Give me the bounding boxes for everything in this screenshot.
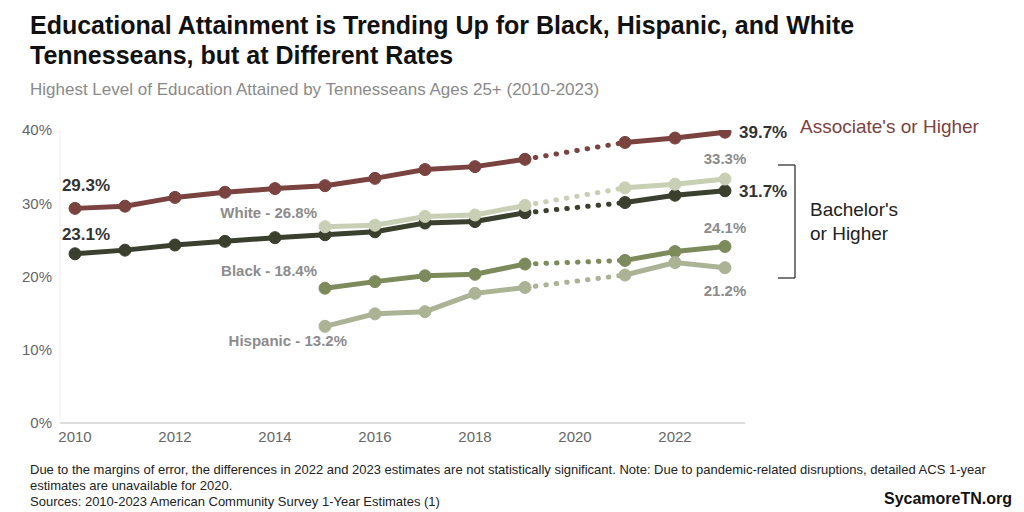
svg-text:2010: 2010	[58, 428, 91, 445]
svg-text:23.1%: 23.1%	[62, 225, 110, 244]
svg-text:31.7%: 31.7%	[739, 182, 787, 201]
svg-text:21.2%: 21.2%	[704, 282, 747, 299]
svg-text:39.7%: 39.7%	[739, 123, 787, 142]
svg-text:2012: 2012	[158, 428, 191, 445]
html-text:or Higher: or Higher	[810, 223, 889, 244]
html-text:Sources: 2010-2023 American Co: Sources: 2010-2023 American Community Su…	[30, 494, 440, 509]
svg-text:White - 26.8%: White - 26.8%	[220, 204, 317, 221]
svg-text:2022: 2022	[658, 428, 691, 445]
svg-text:0%: 0%	[30, 414, 52, 431]
svg-text:24.1%: 24.1%	[704, 219, 747, 236]
html-text:Highest Level of Education Att: Highest Level of Education Attained by T…	[30, 80, 600, 99]
svg-text:33.3%: 33.3%	[704, 150, 747, 167]
svg-text:29.3%: 29.3%	[62, 176, 110, 195]
svg-text:20%: 20%	[22, 268, 52, 285]
html-text:Due to the margins of error, t: Due to the margins of error, the differe…	[30, 462, 986, 493]
svg-text:10%: 10%	[22, 341, 52, 358]
svg-text:40%: 40%	[22, 121, 52, 138]
svg-text:2018: 2018	[458, 428, 491, 445]
svg-text:Black - 18.4%: Black - 18.4%	[221, 262, 317, 279]
html-text:Bachelor's: Bachelor's	[810, 199, 899, 220]
svg-text:Hispanic - 13.2%: Hispanic - 13.2%	[229, 332, 347, 349]
svg-text:2014: 2014	[258, 428, 291, 445]
svg-text:2016: 2016	[358, 428, 391, 445]
svg-text:30%: 30%	[22, 195, 52, 212]
html-text:Educational Attainment is Tren: Educational Attainment is Trending Up fo…	[30, 11, 855, 69]
html-text:SycamoreTN.org: SycamoreTN.org	[884, 490, 1012, 507]
svg-text:2020: 2020	[558, 428, 591, 445]
html-text:Associate's or Higher: Associate's or Higher	[800, 116, 979, 137]
